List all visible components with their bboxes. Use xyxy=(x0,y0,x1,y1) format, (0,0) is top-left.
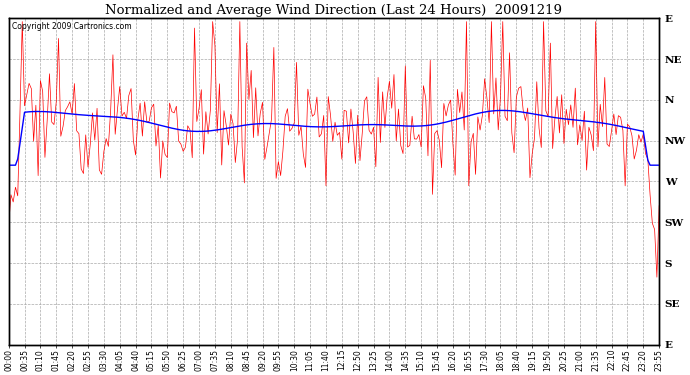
Text: Copyright 2009 Cartronics.com: Copyright 2009 Cartronics.com xyxy=(12,22,132,31)
Title: Normalized and Average Wind Direction (Last 24 Hours)  20091219: Normalized and Average Wind Direction (L… xyxy=(106,4,562,17)
